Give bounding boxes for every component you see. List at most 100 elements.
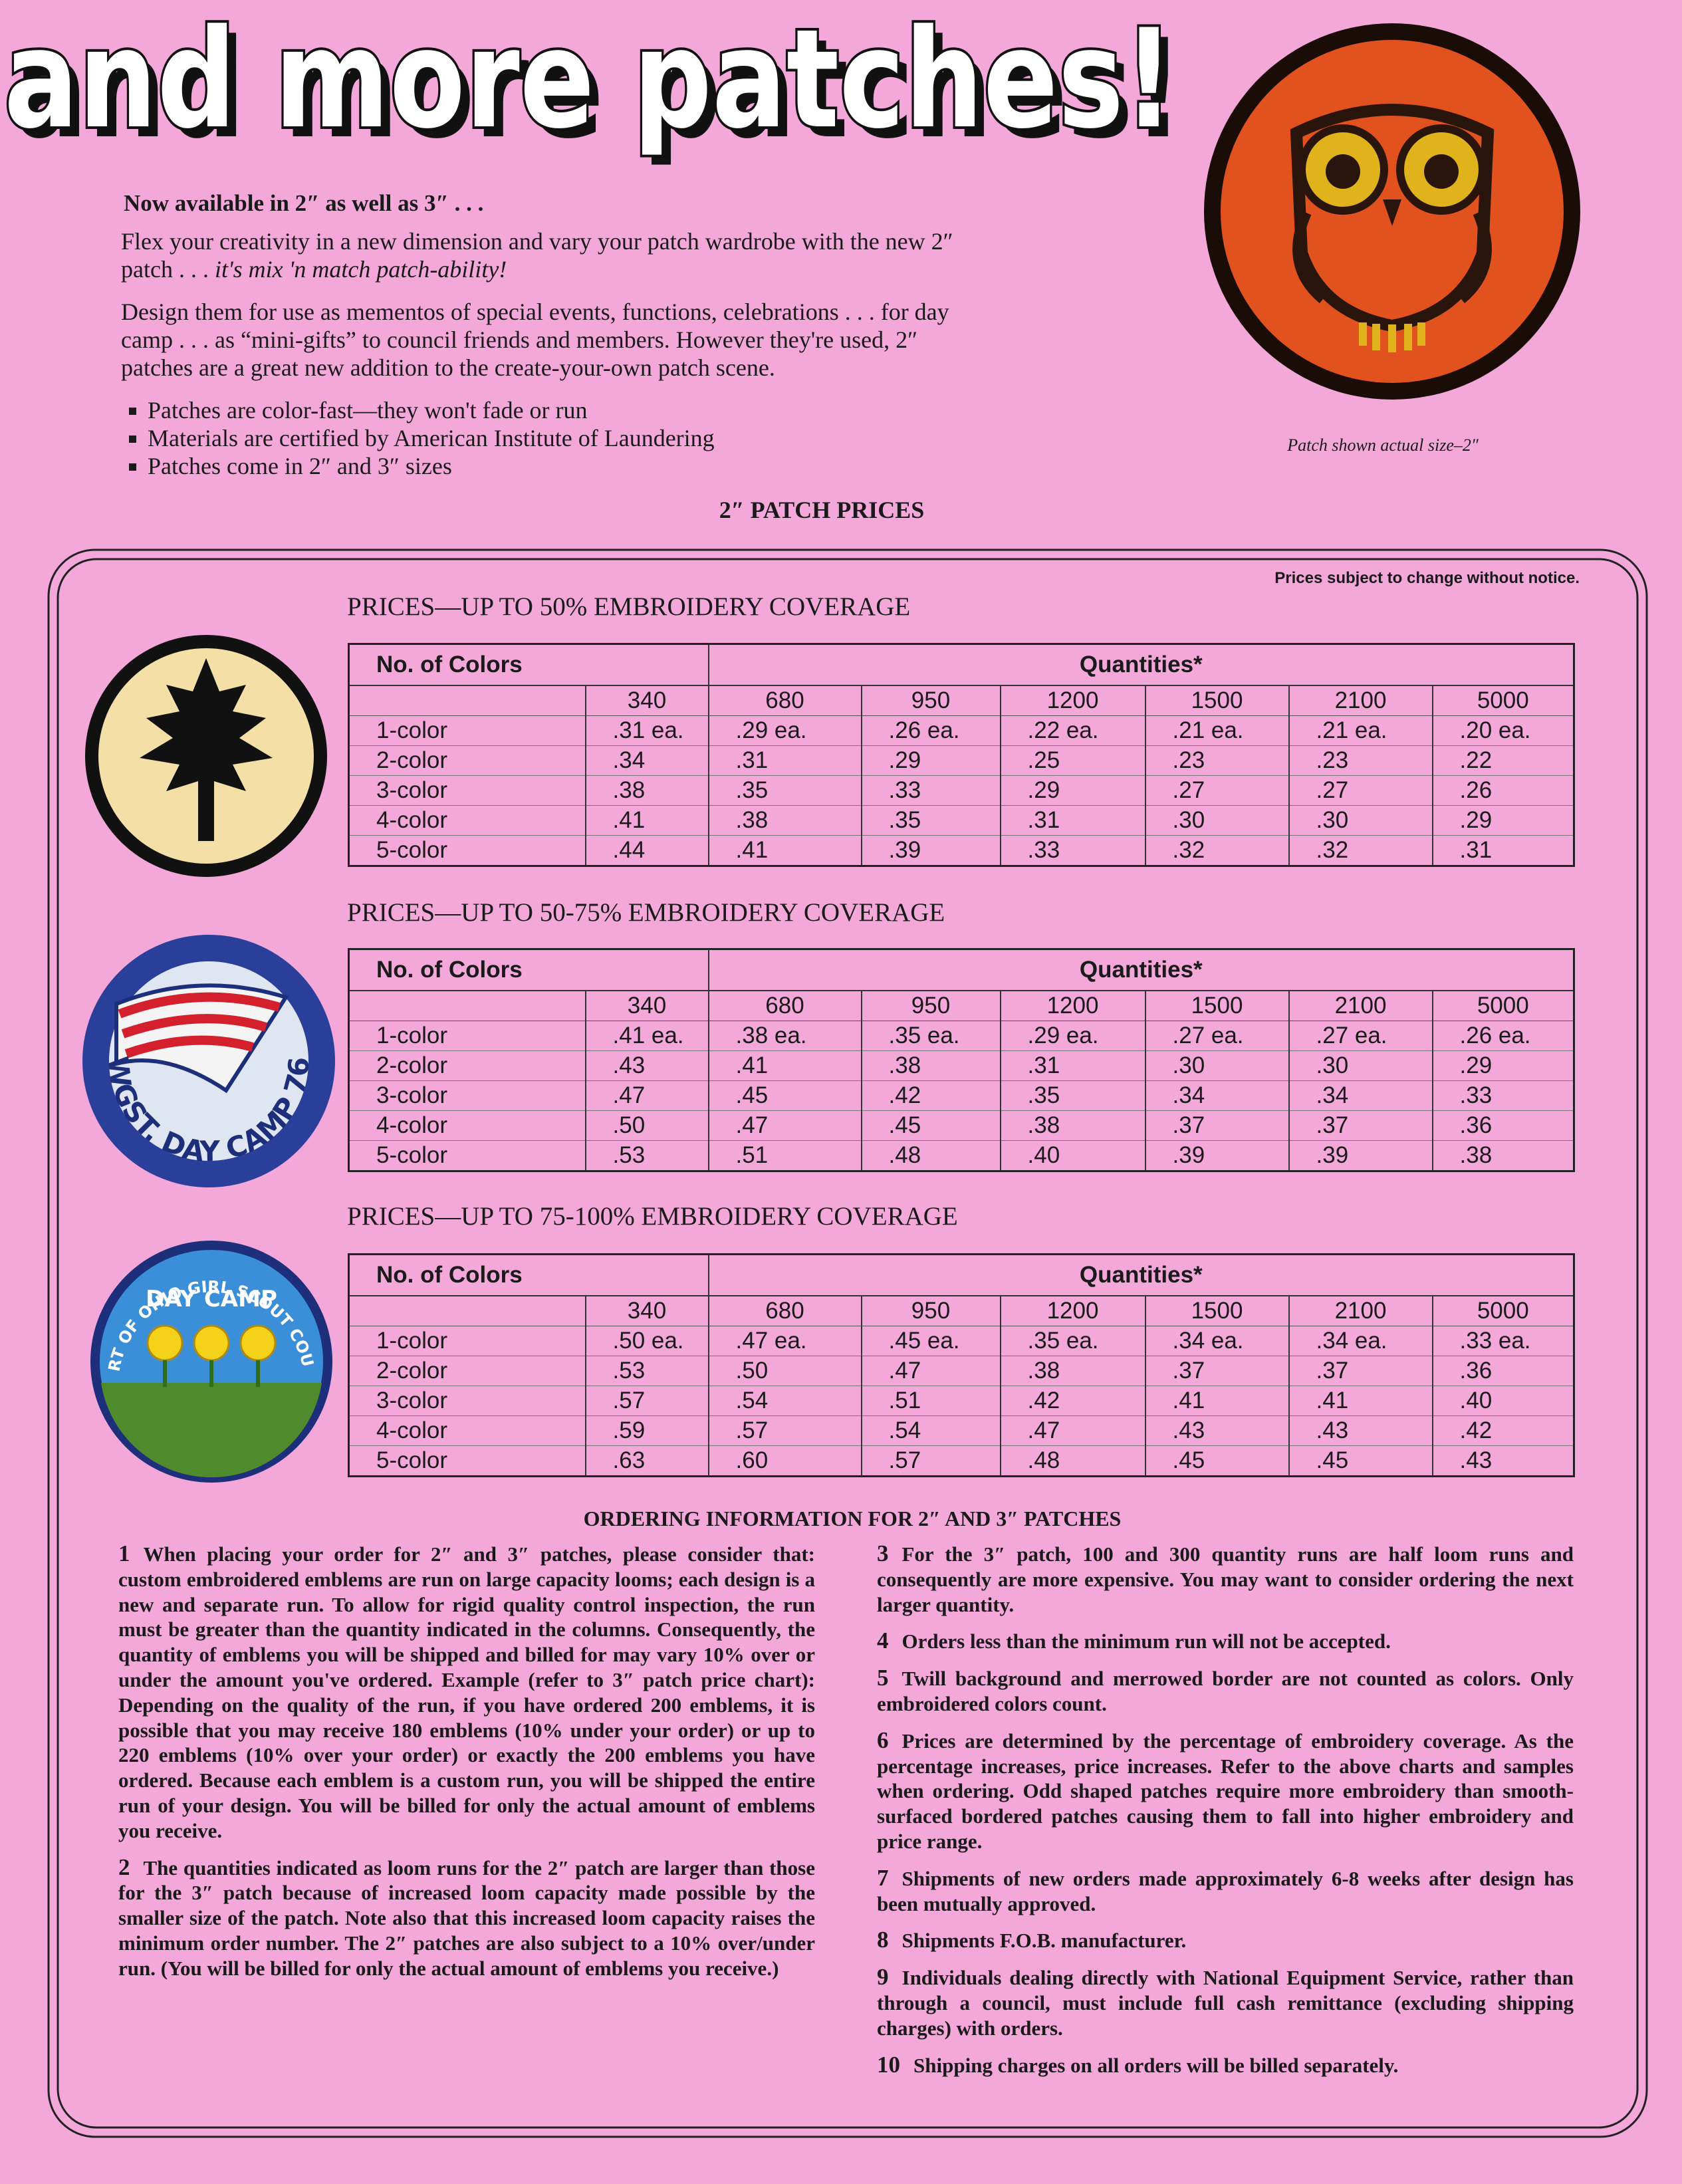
price-cell: .48 — [999, 1445, 1146, 1477]
price-cell: .29 — [860, 745, 1001, 776]
price-cell: .53 — [584, 1140, 709, 1171]
bullet: Materials are certified by American Inst… — [148, 424, 965, 452]
price-cell: .29 — [1431, 1050, 1575, 1081]
quantity-cell: 5000 — [1431, 1296, 1575, 1326]
flag-patch: WGST. DAY CAMP 76 — [82, 935, 335, 1187]
price-cell: .41 ea. — [584, 1021, 709, 1051]
price-cell: .33 ea. — [1431, 1326, 1575, 1356]
price-cell: .37 — [1288, 1110, 1433, 1141]
price-cell: .34 ea. — [1144, 1326, 1290, 1356]
prices-title: 2″ PATCH PRICES — [719, 497, 925, 523]
price-cell: .31 — [999, 1050, 1146, 1081]
quantity-cell: 340 — [584, 1296, 709, 1326]
row-label: 5-color — [348, 1140, 586, 1171]
item-number: 3 — [877, 1540, 889, 1566]
price-row: 1-color .31 ea. .29 ea. .26 ea. .22 ea. .21 e… — [348, 715, 1575, 746]
price-cell: .29 — [999, 775, 1146, 806]
row-label: 5-color — [348, 835, 586, 866]
table-body: No. of Colors Quantities* 340 680 950 1200 150… — [348, 1254, 1575, 1477]
intro-paragraph: Design them for use as mementos of speci… — [121, 299, 949, 381]
ordering-title: ORDERING INFORMATION FOR 2″ AND 3″ PATCH… — [583, 1507, 1122, 1530]
price-cell: .27 ea. — [1144, 1021, 1290, 1051]
intro-paragraph: Flex your creativity in a new dimension … — [121, 227, 965, 283]
row-label: 2-color — [348, 745, 586, 776]
quantity-cell: 1500 — [1144, 991, 1290, 1021]
price-cell: .45 — [1144, 1445, 1290, 1477]
price-cell: .35 ea. — [860, 1021, 1001, 1051]
price-cell: .32 — [1288, 835, 1433, 866]
price-cell: .25 — [999, 745, 1146, 776]
price-cell: .41 — [707, 835, 862, 866]
quantity-cell: 5000 — [1431, 991, 1575, 1021]
quantity-cell: 680 — [707, 685, 862, 716]
price-cell: .43 — [1288, 1415, 1433, 1446]
price-cell: .33 — [860, 775, 1001, 806]
row-label: 5-color — [348, 1445, 586, 1477]
price-cell: .45 — [707, 1080, 862, 1111]
price-cell: .38 — [584, 775, 709, 806]
price-row: 2-color .53.50.47.38.37.37.36 — [348, 1356, 1575, 1386]
price-cell: .45 — [860, 1110, 1001, 1141]
item-text: Shipments of new orders made approximate… — [877, 1866, 1574, 1915]
quantity-cell: 950 — [860, 685, 1001, 716]
item-text: Individuals dealing directly with Nation… — [877, 1966, 1574, 2040]
ordering-item: 4 Orders less than the minimum run will n… — [877, 1628, 1574, 1654]
price-cell: .26 — [1431, 775, 1575, 806]
price-cell: .34 — [1144, 1080, 1290, 1111]
row-label: 1-color — [348, 1326, 586, 1356]
price-cell: .63 — [584, 1445, 709, 1477]
price-row: 3-color .38.35.33.29.27.27.26 — [348, 775, 1575, 806]
price-cell: .39 — [860, 835, 1001, 866]
price-cell: .34 — [584, 745, 709, 776]
price-cell: .57 — [707, 1415, 862, 1446]
ordering-item: 9 Individuals dealing directly with Natio… — [877, 1965, 1574, 2040]
table-body: No. of Colors Quantities* 340 680 950 1200 150… — [348, 949, 1575, 1171]
price-cell: .33 — [999, 835, 1146, 866]
price-cell: .57 — [584, 1386, 709, 1416]
header-cell: No. of Colors — [348, 644, 709, 686]
notice: Prices subject to change without notice. — [1274, 569, 1580, 587]
price-row: 2-color .43.41.38.31.30.30.29 — [348, 1050, 1575, 1081]
empty-cell — [348, 685, 586, 716]
quantity-cell: 1200 — [999, 991, 1146, 1021]
price-cell: .31 — [999, 805, 1146, 836]
price-cell: .35 ea. — [999, 1326, 1146, 1356]
price-cell: .38 ea. — [707, 1021, 862, 1051]
row-label: 3-color — [348, 1386, 586, 1416]
price-cell: .31 — [1431, 835, 1575, 866]
ordering-item: 7 Shipments of new orders made approximat… — [877, 1865, 1574, 1917]
row-label: 3-color — [348, 1080, 586, 1111]
price-cell: .47 — [584, 1080, 709, 1111]
row-label: 2-color — [348, 1356, 586, 1386]
item-text: Shipping charges on all orders will be b… — [913, 2053, 1399, 2077]
price-cell: .53 — [584, 1356, 709, 1386]
owl-patch — [1204, 23, 1580, 400]
quantity-cell: 2100 — [1288, 991, 1433, 1021]
quantity-cell: 680 — [707, 991, 862, 1021]
price-cell: .50 ea. — [584, 1326, 709, 1356]
price-cell: .27 ea. — [1288, 1021, 1433, 1051]
price-cell: .54 — [707, 1386, 862, 1416]
item-text: When placing your order for 2″ and 3″ pa… — [118, 1542, 815, 1842]
bullet: Patches come in 2″ and 3″ sizes — [148, 452, 965, 480]
price-cell: .48 — [860, 1140, 1001, 1171]
item-number: 8 — [877, 1927, 889, 1953]
item-number: 10 — [877, 2051, 900, 2078]
price-cell: .23 — [1144, 745, 1290, 776]
quantity-row: 340 680 950 1200 1500 2100 5000 — [348, 1296, 1575, 1326]
ordering-item: 5 Twill background and merrowed border ar… — [877, 1665, 1574, 1717]
row-label: 1-color — [348, 715, 586, 746]
header-cell: Quantities* — [707, 949, 1575, 991]
price-cell: .41 — [707, 1050, 862, 1081]
quantity-cell: 1500 — [1144, 1296, 1290, 1326]
price-cell: .35 — [999, 1080, 1146, 1111]
price-row: 3-color .57.54.51.42.41.41.40 — [348, 1386, 1575, 1416]
row-label: 3-color — [348, 775, 586, 806]
quantity-cell: 2100 — [1288, 1296, 1433, 1326]
ordering-item: 1 When placing your order for 2″ and 3″ p… — [118, 1541, 815, 1844]
row-label: 4-color — [348, 1415, 586, 1446]
price-cell: .30 — [1288, 1050, 1433, 1081]
item-text: For the 3″ patch, 100 and 300 quantity r… — [877, 1542, 1574, 1616]
